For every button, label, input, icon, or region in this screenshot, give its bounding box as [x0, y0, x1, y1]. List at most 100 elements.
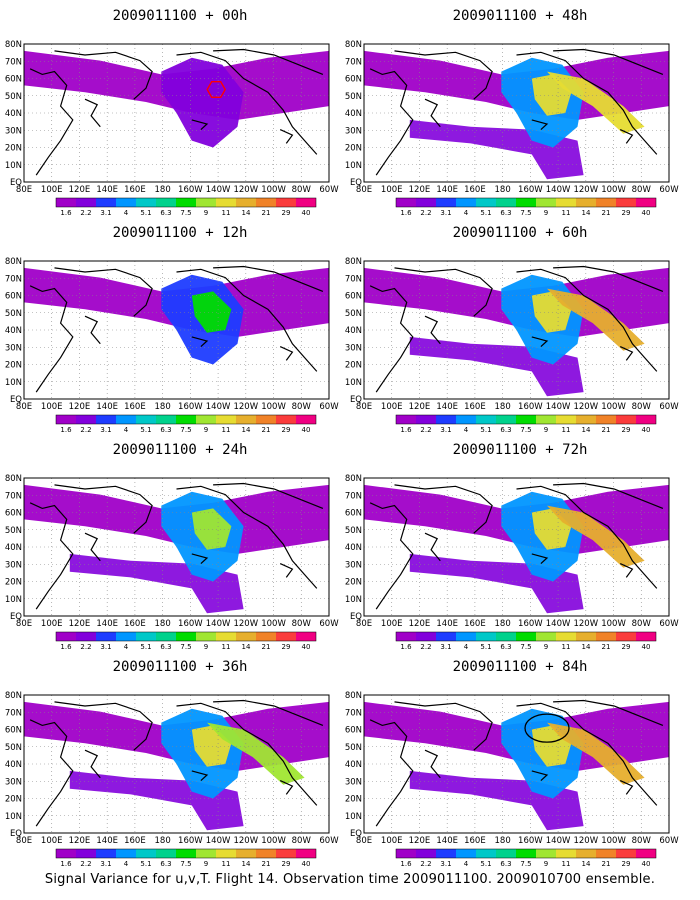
longitude-label: 160W — [518, 402, 543, 412]
colorbar-frame — [55, 848, 317, 859]
colorbar-level-label: 3.1 — [440, 643, 451, 651]
panel-title: 2009011100 + 12h — [112, 225, 248, 241]
longitude-label: 80E — [356, 836, 372, 846]
latitude-label: 70N — [5, 57, 22, 67]
shaded-field — [24, 484, 329, 614]
coastline — [369, 285, 414, 393]
coastline — [279, 346, 294, 361]
longitude-label: 140E — [436, 619, 458, 629]
longitude-label: 60W — [319, 185, 339, 195]
longitude-label: 180 — [495, 185, 511, 195]
longitude-label: 100E — [381, 836, 403, 846]
colorbar-swatch — [276, 632, 296, 641]
map-frame — [363, 694, 670, 834]
longitude-label: 160E — [124, 185, 146, 195]
longitude-label: 160E — [124, 402, 146, 412]
colorbar-level-label: 29 — [282, 860, 291, 868]
colorbar-swatch — [56, 415, 76, 424]
colorbar-swatch — [396, 632, 416, 641]
colorbar-swatch — [456, 198, 476, 207]
colorbar-level-label: 7.5 — [520, 209, 531, 217]
latitude-label: 60N — [5, 726, 22, 736]
colorbar-level-label: 9 — [204, 426, 208, 434]
coastline — [424, 98, 441, 128]
colorbar-swatch — [76, 198, 96, 207]
longitude-label: 160W — [178, 402, 203, 412]
longitude-label: 120E — [409, 836, 431, 846]
coastline — [84, 532, 101, 562]
colorbar-level-label: 21 — [602, 643, 611, 651]
coastline — [29, 68, 74, 176]
graticule — [24, 261, 329, 399]
coastline — [369, 502, 414, 610]
latitude-label: 20N — [5, 578, 22, 588]
colorbar-level-label: 6.3 — [500, 209, 511, 217]
panel-title: 2009011100 + 24h — [112, 442, 248, 458]
longitude-label: 60W — [319, 619, 339, 629]
longitude-label: 160W — [518, 185, 543, 195]
colorbar-swatch — [176, 198, 196, 207]
panel-2: 2009011100 + 12h 80N 70N 60N 50N 40N 30N 20N 10… — [5, 225, 350, 450]
latitude-label: 70N — [5, 708, 22, 718]
latitude-label: 60N — [345, 292, 362, 302]
colorbar-level-label: 29 — [622, 643, 631, 651]
colorbar-swatch — [296, 198, 316, 207]
colorbar-swatch — [196, 849, 216, 858]
colorbar-level-label: 9 — [204, 643, 208, 651]
colorbar-frame — [395, 631, 657, 642]
latitude-label: EQ — [10, 829, 22, 839]
latitude-label: 80N — [5, 474, 22, 484]
latitude-label: 30N — [345, 343, 362, 353]
coastline — [213, 699, 324, 726]
longitude-label: 100E — [41, 619, 63, 629]
colorbar-level-label: 14 — [582, 209, 591, 217]
latitude-label: 40N — [345, 326, 362, 336]
colorbar-swatch — [116, 849, 136, 858]
longitude-label: 100W — [601, 185, 626, 195]
latitude-label: 30N — [5, 126, 22, 136]
longitude-label: 120E — [409, 185, 431, 195]
colorbar-swatch — [456, 849, 476, 858]
longitude-label: 160W — [178, 619, 203, 629]
colorbar-level-label: 29 — [282, 209, 291, 217]
longitude-label: 100W — [601, 619, 626, 629]
longitude-label: 100W — [601, 402, 626, 412]
longitude-label: 140W — [546, 619, 571, 629]
coastline — [394, 484, 493, 534]
colorbar-swatch — [396, 415, 416, 424]
colorbar-swatch — [596, 415, 616, 424]
coastline — [619, 780, 634, 795]
latitude-label: 50N — [345, 526, 362, 536]
colorbar-level-label: 5.1 — [140, 860, 151, 868]
colorbar-swatch — [296, 415, 316, 424]
latitude-label: 70N — [345, 708, 362, 718]
coastline — [553, 699, 664, 726]
colorbar-swatch — [216, 632, 236, 641]
variance-ridge — [547, 505, 645, 568]
colorbar-level-label: 21 — [262, 426, 271, 434]
latitude-label: EQ — [10, 395, 22, 405]
colorbar-level-label: 9 — [544, 860, 548, 868]
latitude-label: 50N — [345, 743, 362, 753]
colorbar-frame — [55, 414, 317, 425]
longitude-label: 80E — [16, 619, 32, 629]
colorbar-swatch — [76, 415, 96, 424]
map-frame — [363, 260, 670, 400]
coastline — [619, 563, 634, 578]
colorbar-level-label: 3.1 — [100, 209, 111, 217]
colorbar-swatch — [396, 198, 416, 207]
colorbar-level-label: 7.5 — [520, 426, 531, 434]
longitude-label: 100E — [41, 836, 63, 846]
colorbar-level-label: 11 — [222, 426, 231, 434]
panel-3: 2009011100 + 60h 80N 70N 60N 50N 40N 30N 20N 10… — [345, 225, 690, 450]
colorbar-swatch — [136, 198, 156, 207]
colorbar-level-label: 21 — [602, 426, 611, 434]
latitude-label: EQ — [350, 178, 362, 188]
variance-plume — [161, 57, 244, 148]
coastline — [176, 51, 318, 155]
coastline — [176, 485, 318, 589]
longitude-label: 120E — [69, 619, 91, 629]
longitude-label: 180 — [495, 836, 511, 846]
